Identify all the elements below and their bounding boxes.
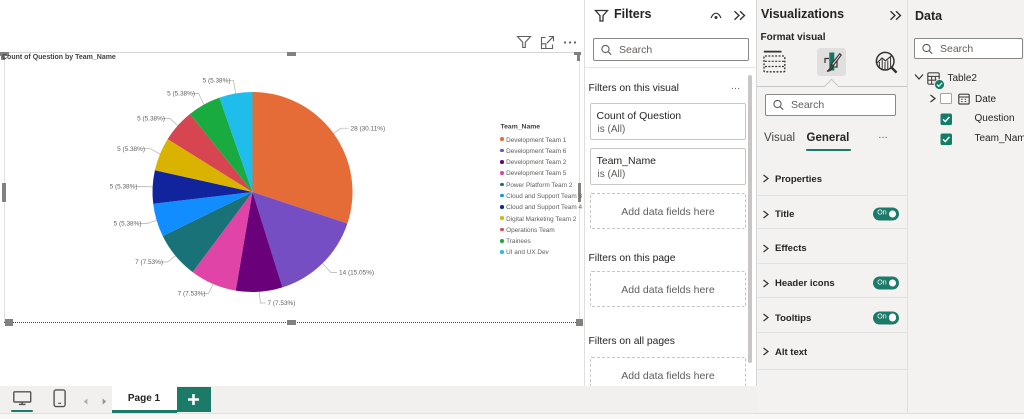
svg-text:Team_Name: Team_Name (501, 124, 541, 131)
svg-text:28 (30.11%): 28 (30.11%) (351, 125, 386, 132)
svg-text:7 (7.53%): 7 (7.53%) (135, 259, 163, 266)
svg-text:7 (7.53%): 7 (7.53%) (178, 291, 206, 298)
svg-text:5 (5.38%): 5 (5.38%) (203, 78, 231, 85)
svg-text:7 (7.53%): 7 (7.53%) (268, 300, 296, 307)
svg-text:5 (5.38%): 5 (5.38%) (117, 146, 145, 153)
svg-text:5 (5.38%): 5 (5.38%) (137, 116, 165, 123)
svg-text:5 (5.38%): 5 (5.38%) (110, 184, 138, 191)
svg-text:14 (15.05%): 14 (15.05%) (339, 270, 374, 277)
svg-text:5 (5.38%): 5 (5.38%) (167, 91, 195, 98)
svg-text:5 (5.38%): 5 (5.38%) (114, 221, 142, 228)
